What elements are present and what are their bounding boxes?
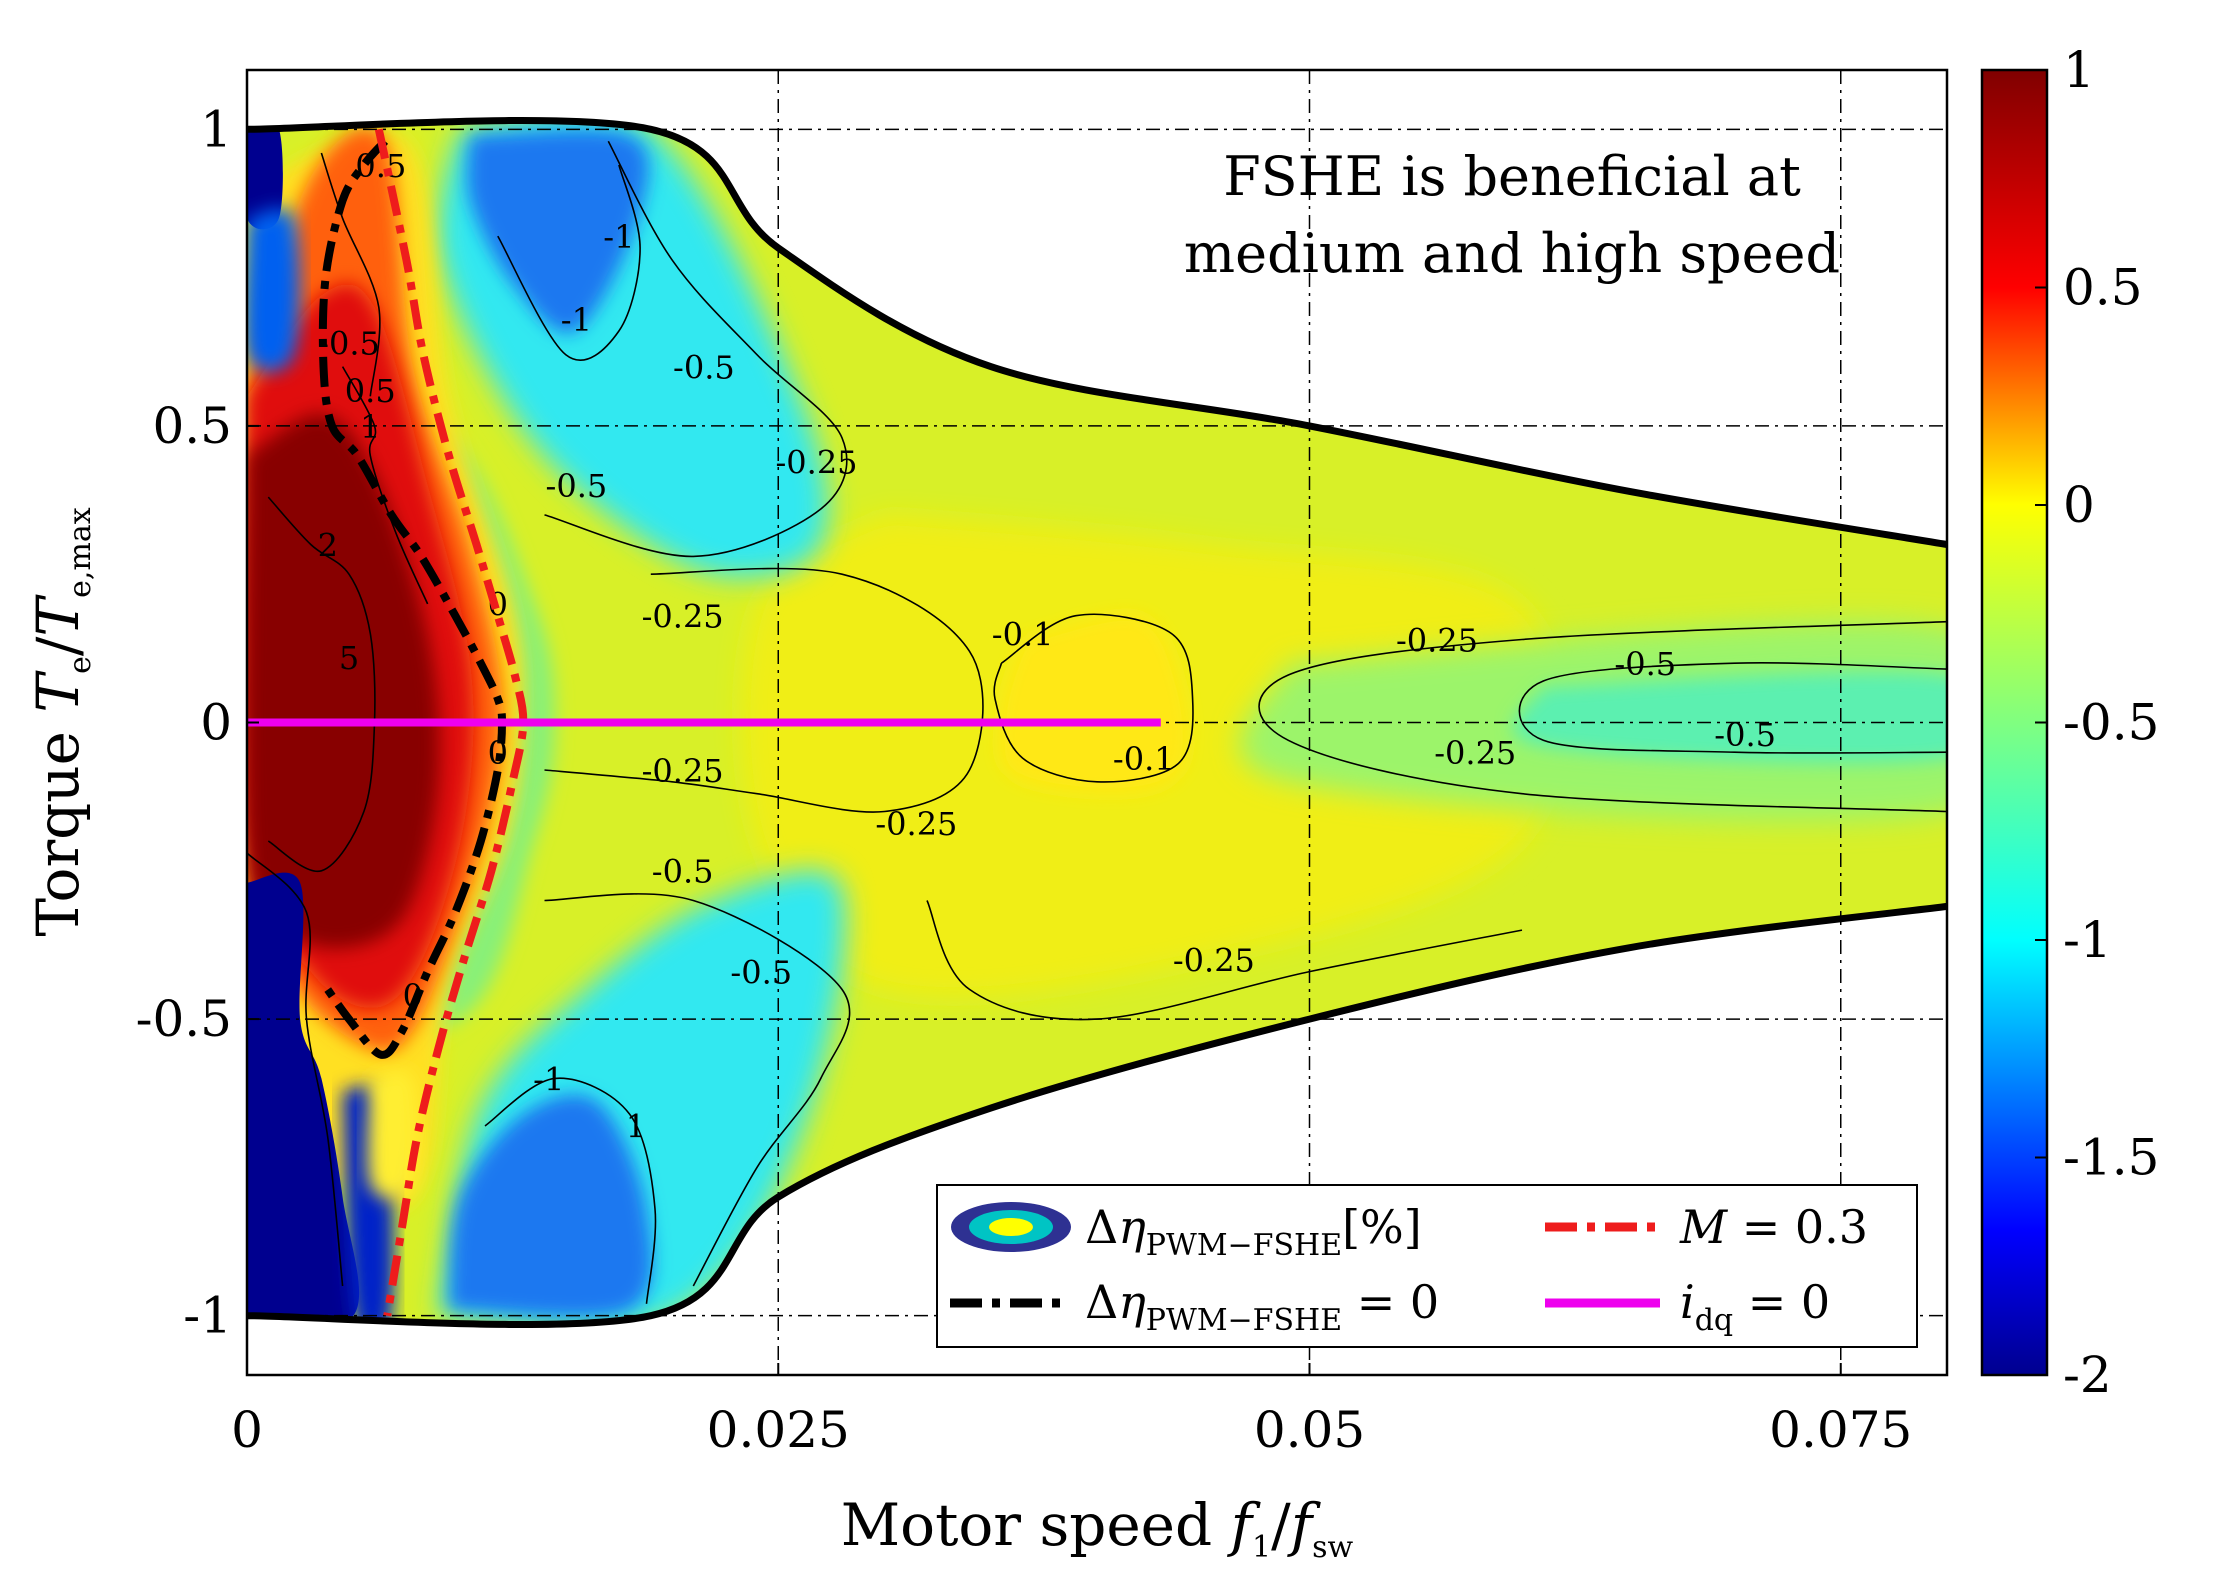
contour-lines — [247, 140, 1947, 1304]
contour-label-1: -1 — [603, 218, 634, 256]
contour-label-23: -0.5 — [730, 954, 792, 992]
contour-line-8 — [926, 900, 1523, 1021]
legend-label-zero-contour: ΔηPWM−FSHE = 0 — [1085, 1275, 1439, 1338]
x-tick-label-0: 0 — [231, 1401, 263, 1459]
annotation-line-1: FSHE is beneficial at — [1223, 145, 1801, 208]
y-tick-label-3: 0.5 — [152, 397, 232, 455]
contour-line-2 — [544, 893, 851, 1287]
y-tick-label-2: 0 — [200, 694, 232, 752]
contour-label-15: -0.5 — [1614, 645, 1676, 683]
legend-entry-zero-contour: ΔηPWM−FSHE = 0 — [950, 1275, 1439, 1338]
contour-line-1 — [544, 140, 848, 558]
colorbar-ticks: -2 -1.5 -1 -0.5 0 0.5 1 — [2035, 41, 2159, 1404]
y-axis-label: Torque Te/Te,max — [24, 507, 98, 936]
contour-line-10 — [267, 496, 376, 873]
legend-box — [936, 1184, 1918, 1348]
contour-label-26: -1 — [533, 1060, 564, 1098]
x-tick-label-3: 0.075 — [1769, 1401, 1912, 1459]
colorbar-tick-label-0: -2 — [2063, 1346, 2112, 1404]
contour-label-17: -0.1 — [1113, 740, 1175, 778]
contour-label-13: -0.1 — [992, 615, 1054, 653]
contour-label-11: -0.25 — [642, 598, 724, 636]
contour-label-5: 1 — [360, 408, 380, 446]
series-lines — [247, 128, 1161, 1317]
x-axis-label: Motor speed f1/fsw — [841, 1491, 1354, 1565]
contour-label-7: -0.25 — [775, 443, 857, 481]
colorbar-tick-label-3: -0.5 — [2063, 694, 2159, 752]
field-cyan-tail — [1513, 671, 1947, 764]
field-blue-lower — [448, 1094, 653, 1318]
annotation-line-2: medium and high speed — [1184, 222, 1840, 285]
y-tick-label-1: -0.5 — [136, 990, 232, 1048]
contour-label-2: -1 — [561, 301, 592, 339]
colorbar-tick-label-1: -1.5 — [2063, 1129, 2159, 1187]
contour-line-7 — [1518, 662, 1947, 754]
contour-line-5 — [993, 613, 1194, 783]
contour-label-14: -0.25 — [1396, 621, 1478, 659]
contour-line-9 — [341, 366, 429, 605]
contour-label-22: -0.5 — [652, 853, 714, 891]
contour-label-4: 0.5 — [345, 372, 396, 410]
colorbar-tick-label-6: 1 — [2063, 41, 2095, 99]
contour-label-9: 2 — [318, 526, 338, 564]
legend: ΔηPWM−FSHE[%] M = 0.3 ΔηPWM−FSHE = 0 idq… — [936, 1184, 1918, 1348]
x-axis-ticks: 0 0.025 0.05 0.075 — [231, 1363, 1912, 1459]
field-blue-top-left — [247, 208, 300, 372]
series-line-1 — [318, 138, 507, 1059]
legend-entry-idq: idq = 0 — [1545, 1275, 1830, 1338]
x-tick-label-2: 0.05 — [1254, 1401, 1365, 1459]
contour-label-12: 5 — [339, 639, 359, 677]
y-tick-label-4: 1 — [200, 100, 232, 158]
contour-label-19: -0.5 — [1714, 716, 1776, 754]
contour-label-20: -0.25 — [642, 752, 724, 790]
contour-line-6 — [1258, 620, 1947, 813]
contour-line-0 — [544, 567, 984, 813]
y-axis-ticks: -1 -0.5 0 0.5 1 — [136, 100, 259, 1345]
colorbar-tick-label-2: -1 — [2063, 911, 2112, 969]
y-tick-label-0: -1 — [183, 1287, 232, 1345]
legend-entry-modulation: M = 0.3 — [1545, 1200, 1868, 1254]
operating-envelope-boundary — [246, 117, 1948, 1328]
legend-label-efficiency: ΔηPWM−FSHE[%] — [1085, 1200, 1422, 1263]
legend-label-modulation: M = 0.3 — [1679, 1200, 1868, 1254]
contour-line-11 — [320, 152, 381, 397]
contour-label-3: -0.5 — [318, 325, 380, 363]
contour-label-18: -0.25 — [1434, 734, 1516, 772]
field-yellow-bottom-pocket — [367, 1070, 419, 1199]
field-darkblue-bottom — [247, 872, 360, 1325]
x-tick-label-1: 0.025 — [707, 1401, 850, 1459]
contour-label-21: -0.25 — [875, 805, 957, 843]
field-yellow-bubble — [998, 614, 1189, 794]
contour-line-3 — [497, 164, 641, 361]
field-darkred-core — [247, 413, 440, 949]
legend-entry-filled-contour: ΔηPWM−FSHE[%] — [951, 1200, 1422, 1263]
contour-label-25: -0.25 — [1173, 942, 1255, 980]
contour-labels: 0.5-1-1-0.50.51-0.5-0.25-0.520 -0.255-0.1… — [318, 147, 1776, 1146]
contour-label-8: -0.5 — [546, 467, 608, 505]
colorbar-tick-label-4: 0 — [2063, 476, 2095, 534]
colorbar-tick-label-5: 0.5 — [2063, 259, 2143, 317]
field-darkblue-top — [247, 122, 283, 230]
legend-label-idq: idq = 0 — [1680, 1275, 1830, 1338]
contour-label-6: -0.5 — [673, 348, 735, 386]
field-blue-upper — [466, 129, 649, 334]
colorbar: -2 -1.5 -1 -0.5 0 0.5 1 — [1980, 41, 2159, 1404]
contour-line-4 — [484, 1077, 657, 1304]
contour-label-27: 1 — [626, 1108, 646, 1146]
series-line-2 — [374, 128, 528, 1317]
contour-line-12 — [247, 852, 344, 1287]
